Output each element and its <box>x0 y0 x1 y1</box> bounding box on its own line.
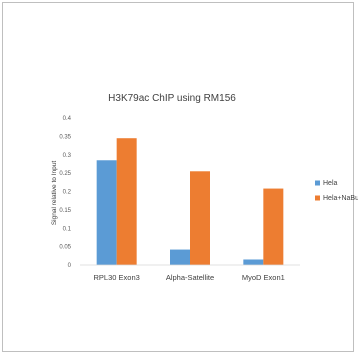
bar-hela-2 <box>243 259 264 265</box>
y-tick-label: 0.15 <box>59 208 71 214</box>
y-tick-label: 0.05 <box>59 245 71 251</box>
legend-label: Hela <box>323 180 338 187</box>
x-category-label: MyoD Exon1 <box>242 273 285 282</box>
chart-title: H3K79ac ChIP using RM156 <box>108 93 236 104</box>
y-tick-label: 0.1 <box>63 226 72 232</box>
y-tick-label: 0.3 <box>63 153 72 159</box>
y-tick-label: 0.2 <box>63 190 72 196</box>
bar-hela-1 <box>170 249 190 265</box>
bars <box>96 138 284 265</box>
legend-label: Hela+NaBu <box>323 195 358 202</box>
bar-hela-nabu-2 <box>263 188 284 265</box>
y-tick-label: 0.35 <box>59 134 71 140</box>
legend-swatch <box>315 195 320 201</box>
legend-swatch <box>315 180 320 186</box>
x-category-label: RPL30 Exon3 <box>94 273 140 282</box>
x-category-label: Alpha-Satellite <box>166 273 214 282</box>
legend: Hela Hela+NaBu <box>315 180 358 202</box>
y-tick-label: 0.25 <box>59 171 71 177</box>
bar-hela-0 <box>96 160 117 265</box>
bar-hela-nabu-0 <box>116 138 137 265</box>
y-tick-label: 0 <box>68 263 72 269</box>
x-axis-categories: RPL30 Exon3 Alpha-Satellite MyoD Exon1 <box>94 273 285 282</box>
y-tick-label: 0.4 <box>63 116 72 122</box>
bar-hela-nabu-1 <box>190 171 210 265</box>
chart-frame <box>2 2 354 352</box>
y-axis-ticks: 0 0.05 0.1 0.15 0.2 0.25 0.3 0.35 0.4 <box>59 116 71 269</box>
y-axis-label: Signal relative to Input <box>51 161 58 226</box>
